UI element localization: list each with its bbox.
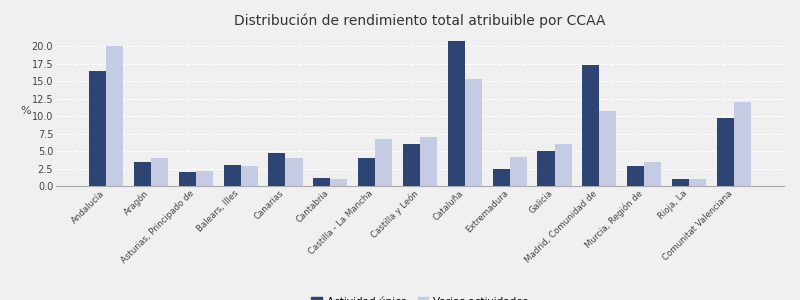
Bar <box>151 158 168 186</box>
Bar <box>403 144 420 186</box>
Bar <box>420 137 437 186</box>
Bar <box>734 102 751 186</box>
Bar <box>644 162 662 186</box>
Bar <box>358 158 375 186</box>
Bar <box>448 41 465 186</box>
Bar <box>375 139 392 186</box>
Bar <box>314 178 330 186</box>
Bar <box>689 179 706 186</box>
Bar <box>89 71 106 186</box>
Bar <box>627 167 644 186</box>
Bar <box>672 179 689 186</box>
Bar <box>465 79 482 186</box>
Y-axis label: %: % <box>21 106 31 116</box>
Title: Distribución de rendimiento total atribuible por CCAA: Distribución de rendimiento total atribu… <box>234 14 606 28</box>
Bar <box>286 158 302 186</box>
Bar <box>538 151 554 186</box>
Legend: Actividad única, Varias actividades: Actividad única, Varias actividades <box>307 293 533 300</box>
Bar <box>599 111 616 186</box>
Bar <box>493 169 510 186</box>
Bar <box>178 172 196 186</box>
Bar <box>330 179 347 186</box>
Bar <box>582 65 599 186</box>
Bar <box>106 46 123 186</box>
Bar <box>241 167 258 186</box>
Bar <box>554 144 571 186</box>
Bar <box>196 171 213 186</box>
Bar <box>717 118 734 186</box>
Bar <box>134 162 151 186</box>
Bar <box>269 153 286 186</box>
Bar <box>510 157 526 186</box>
Bar <box>224 165 241 186</box>
